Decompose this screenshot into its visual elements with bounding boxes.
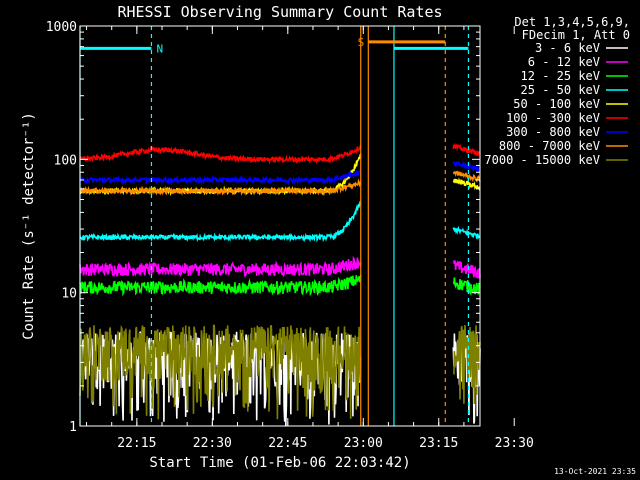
series-trace-4-segment-2	[452, 225, 481, 240]
x-tick-label: 23:00	[344, 436, 383, 451]
x-tick-label: 22:30	[193, 436, 232, 451]
series-trace-3-segment-1	[79, 274, 362, 297]
series-trace-2-segment-1	[79, 255, 362, 278]
x-axis-label: Start Time (01-Feb-06 22:03:42)	[149, 455, 410, 471]
series-trace-6-segment-2	[452, 142, 481, 158]
series-trace-3-segment-2	[452, 277, 481, 296]
legend-item-label: 800 - 7000 keV	[499, 139, 600, 153]
series-trace-2-segment-2	[452, 259, 481, 279]
legend-item-label: 25 - 50 keV	[521, 83, 600, 97]
x-axis: 22:15 22:30 22:45 23:00 23:15 23:30	[86, 26, 534, 451]
y-tick-label: 1000	[46, 20, 77, 35]
legend-item-label: 300 - 800 keV	[506, 125, 600, 139]
y-axis-label: Count Rate (s⁻¹ detector⁻¹)	[21, 112, 37, 340]
y-tick-label: 10	[61, 287, 77, 302]
series-trace-8-segment-1	[79, 178, 362, 197]
x-tick-label: 23:30	[495, 436, 534, 451]
legend-item-label: 50 - 100 keV	[513, 97, 600, 111]
series-trace-5-segment-2	[452, 177, 481, 191]
x-tick-label: 22:15	[117, 436, 156, 451]
annotation-label-S: S	[358, 36, 365, 49]
series-trace-7-segment-1	[79, 169, 362, 186]
legend-item-label: 3 - 6 keV	[535, 41, 600, 55]
series-trace-6-segment-1	[79, 144, 362, 165]
legend-header-line-2: FDecim 1, Att 0	[522, 28, 630, 42]
series-trace-8-segment-2	[452, 170, 481, 183]
legend-header-line-1: Det 1,3,4,5,6,9,	[514, 15, 630, 29]
legend-item-label: 100 - 300 keV	[506, 111, 600, 125]
footer-timestamp: 13-Oct-2021 23:35	[554, 467, 636, 476]
chart-title: RHESSI Observing Summary Count Rates	[117, 3, 442, 21]
legend-item-label: 12 - 25 keV	[521, 69, 600, 83]
y-tick-label: 1	[69, 420, 77, 435]
series-trace-9-segment-1	[79, 324, 362, 420]
series-trace-7-segment-2	[452, 160, 481, 173]
x-tick-label: 22:45	[268, 436, 307, 451]
legend-item-label: 7000 - 15000 keV	[484, 153, 600, 167]
annotation-label-N: N	[156, 42, 163, 55]
series-trace-4-segment-1	[79, 200, 361, 243]
plot-frame	[79, 25, 481, 427]
series-layer	[79, 142, 481, 426]
legend: Det 1,3,4,5,6,9, FDecim 1, Att 0 3 - 6 k…	[484, 15, 630, 167]
y-axis: 1 10 100 1000	[46, 20, 480, 435]
series-trace-9-segment-2	[452, 324, 481, 405]
y-tick-label: 100	[54, 153, 77, 168]
legend-item-label: 6 - 12 keV	[528, 55, 600, 69]
x-tick-label: 23:15	[419, 436, 458, 451]
